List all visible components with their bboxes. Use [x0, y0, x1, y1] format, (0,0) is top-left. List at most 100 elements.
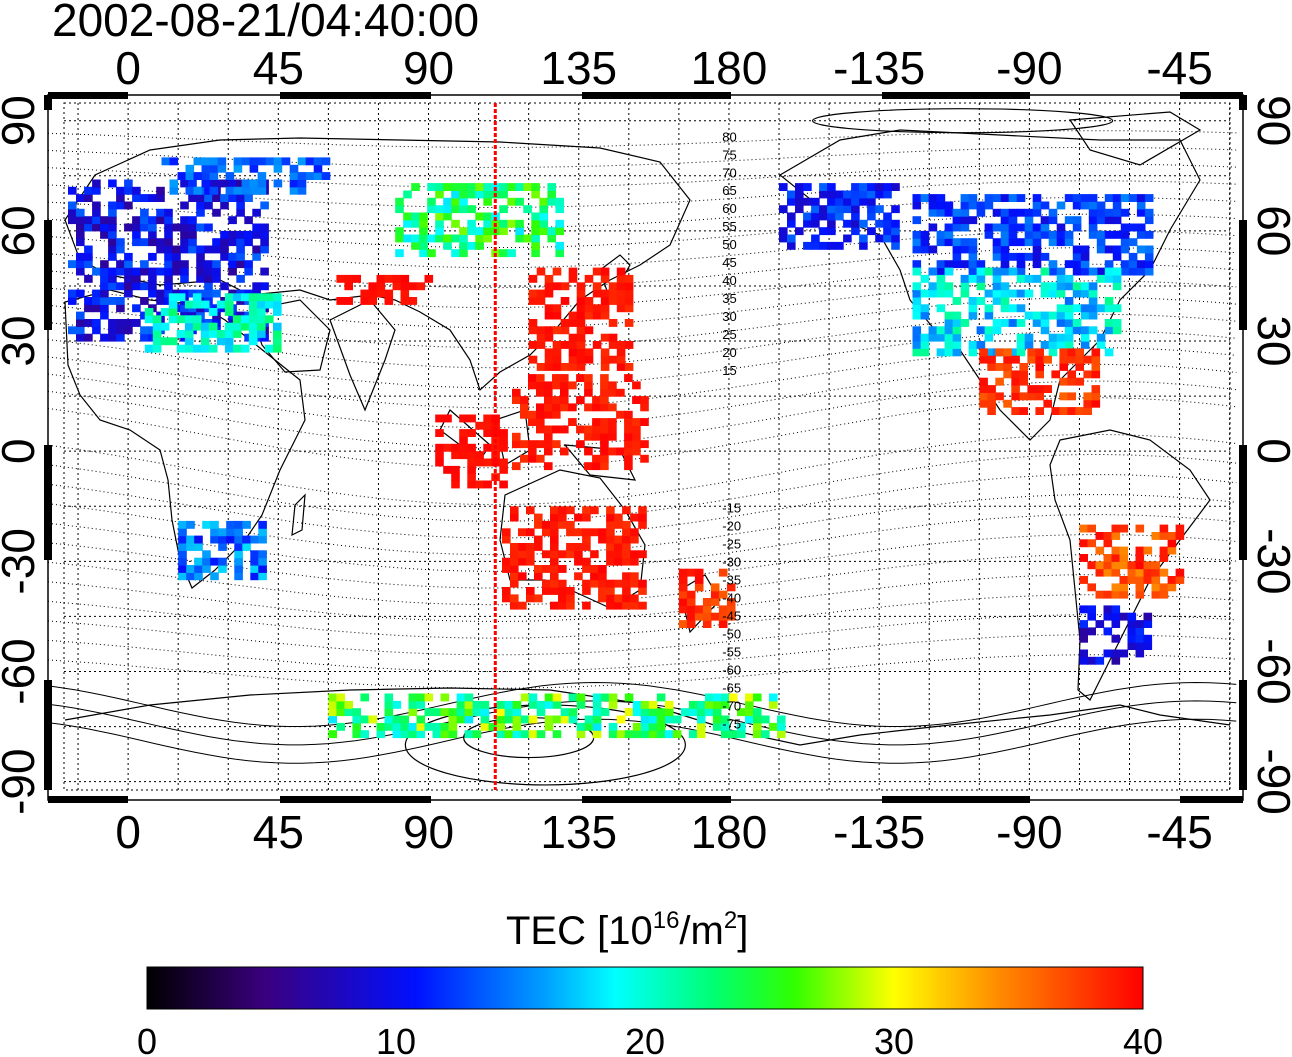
tec-tile [188, 179, 197, 188]
tec-tile [630, 601, 639, 610]
tec-tile [1112, 194, 1122, 202]
tec-tile [544, 693, 554, 702]
tec-tile [520, 730, 530, 739]
tec-tile [1143, 576, 1153, 584]
tec-tile [1040, 216, 1050, 225]
tec-tile [177, 172, 187, 180]
frame-tick-bar-top [882, 92, 1030, 99]
tec-tile [451, 443, 460, 452]
tec-tile [992, 208, 1002, 217]
tec-tile [883, 234, 892, 243]
tec-tile [196, 267, 205, 276]
tec-tile [859, 190, 868, 199]
tec-tile [528, 440, 537, 449]
tec-tile [560, 425, 569, 434]
tec-tile [1064, 282, 1074, 291]
tec-tile [169, 157, 179, 166]
tec-tile [745, 708, 754, 717]
tec-tile [600, 403, 609, 412]
tec-tile [240, 315, 250, 324]
tec-tile [305, 172, 315, 180]
tec-tile [212, 267, 221, 276]
tec-tile [427, 205, 436, 214]
tec-tile [451, 219, 460, 228]
tec-tile [1088, 208, 1098, 217]
tec-tile [1091, 385, 1101, 393]
tec-tile [467, 429, 476, 437]
tec-tile [1136, 201, 1146, 210]
tec-tile [180, 179, 189, 188]
tec-tile [678, 598, 688, 606]
tec-tile [76, 230, 85, 239]
tec-tile [600, 440, 609, 449]
tec-tile [518, 550, 527, 559]
tec-tile [225, 186, 235, 195]
tec-tile [576, 289, 586, 298]
tec-tile [1111, 605, 1121, 614]
x-tick-label-bottom: 135 [540, 806, 617, 858]
tec-tile [718, 612, 728, 621]
tec-tile [891, 241, 900, 250]
tec-tile [552, 381, 561, 390]
tec-tile [875, 183, 884, 191]
tec-tile [614, 513, 623, 522]
tec-tile [638, 579, 647, 588]
tec-tile [606, 513, 615, 522]
tec-tile [152, 337, 162, 346]
tec-tile [424, 708, 434, 717]
tec-tile [1000, 282, 1010, 291]
tec-tile [1088, 223, 1098, 232]
tec-tile [1008, 216, 1018, 225]
tec-tile [544, 440, 553, 449]
tec-tile [835, 190, 844, 199]
tec-tile [526, 557, 535, 566]
tec-tile [185, 164, 195, 173]
tec-tile [568, 311, 578, 320]
tec-tile [240, 322, 250, 331]
tec-tile [510, 572, 519, 581]
tec-tile [1096, 274, 1106, 283]
tec-tile [265, 344, 274, 353]
tec-tile [257, 157, 267, 166]
y-tick-label-left: 60 [0, 205, 44, 256]
tec-tile [560, 341, 570, 349]
tec-tile [68, 326, 77, 335]
tec-tile [108, 274, 117, 283]
tec-tile [1119, 590, 1129, 599]
tec-tile [1079, 539, 1088, 548]
tec-tile [769, 722, 778, 731]
tec-tile [116, 245, 125, 254]
tec-tile [622, 506, 631, 515]
tec-tile [443, 212, 452, 221]
tec-tile [1000, 252, 1010, 261]
tec-tile [592, 418, 601, 426]
tec-tile [984, 311, 994, 320]
tec-tile [313, 172, 323, 180]
tec-tile [531, 241, 540, 250]
tec-tile [694, 576, 704, 584]
tec-tile [483, 183, 492, 191]
tec-tile [499, 190, 508, 199]
tec-tile [92, 216, 101, 225]
tec-tile [696, 715, 706, 724]
tec-tile [1003, 348, 1012, 357]
tec-tile [843, 234, 852, 243]
tec-tile [475, 241, 484, 250]
tec-tile [258, 550, 267, 559]
tec-tile [1128, 223, 1138, 232]
tec-tile [1103, 539, 1113, 548]
tec-tile [384, 693, 394, 702]
tec-tile [186, 520, 195, 529]
tec-tile [228, 216, 237, 225]
tec-tile [491, 458, 500, 467]
tec-tile [688, 708, 698, 717]
tec-tile [984, 230, 994, 239]
tec-tile [459, 197, 468, 206]
tec-tile [928, 245, 938, 254]
tec-tile [694, 568, 704, 577]
tec-tile [536, 403, 545, 412]
tec-tile [1048, 216, 1058, 225]
tec-tile [827, 205, 836, 214]
tec-tile [403, 190, 412, 199]
tec-tile [622, 543, 631, 551]
